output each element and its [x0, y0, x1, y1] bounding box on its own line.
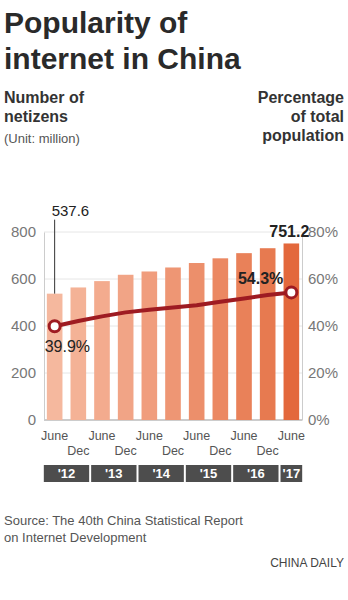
y2-tick: 0% — [302, 411, 330, 428]
year-label: '14 — [152, 466, 170, 481]
year-box — [91, 465, 136, 482]
text-line: on Internet Development — [4, 530, 147, 545]
year-box — [138, 465, 183, 482]
y-tick-label: 200 — [11, 364, 36, 381]
y2-tick: 40% — [302, 317, 338, 334]
x-tick-label: Dec — [67, 444, 89, 458]
bar — [142, 271, 158, 420]
bar — [165, 267, 181, 420]
chart: Popularity ofinternet in China Number of n… — [0, 0, 348, 600]
text-line: Source: The 40th China Statistical Repor… — [4, 513, 243, 528]
y-tick-label: 800 — [11, 223, 36, 240]
x-tick-label: June — [88, 429, 115, 443]
bar — [284, 243, 300, 420]
credit: CHINA DAILY — [270, 556, 344, 570]
year-box — [281, 465, 303, 482]
y-tick-label: 400 — [11, 317, 36, 334]
y2-tick: 20% — [302, 364, 338, 381]
y2-tick-label: 60% — [308, 270, 338, 287]
text-line: netizens — [4, 108, 68, 125]
line-marker — [49, 321, 60, 332]
y2-tick-label: 20% — [308, 364, 338, 381]
y2-tick-label: 80% — [308, 223, 338, 240]
data-labels: 537.6 751.2 39.9% 54.3% — [45, 202, 310, 356]
y-tick: 0 — [28, 411, 44, 428]
year-box — [44, 465, 89, 482]
plot-area — [47, 243, 299, 420]
x-tick-label: Dec — [115, 444, 137, 458]
line — [55, 292, 292, 326]
bar-label: 751.2 — [269, 223, 309, 240]
year-label: '16 — [247, 466, 265, 481]
text-line: Popularity of — [4, 6, 188, 39]
y2-tick-label: 40% — [308, 317, 338, 334]
text-line: of total — [291, 108, 344, 125]
grid — [44, 232, 302, 420]
year-label: '15 — [200, 466, 218, 481]
grid-line — [44, 232, 302, 233]
bar — [118, 275, 134, 420]
y-tick: 200 — [11, 364, 44, 381]
y-axis-title: Number of netizens — [4, 89, 85, 125]
y2-axis-line — [302, 233, 303, 421]
x-tick-label: Dec — [209, 444, 231, 458]
year-label: '13 — [105, 466, 123, 481]
bar — [189, 263, 205, 420]
x-tick-label: Dec — [162, 444, 184, 458]
y-tick: 600 — [11, 270, 44, 287]
y2-axis-title: Percentage of total population — [258, 89, 344, 144]
year-label: '17 — [283, 466, 301, 481]
x-tick-label: Dec — [257, 444, 279, 458]
y-axis-unit: (Unit: million) — [4, 131, 80, 146]
text-line: population — [262, 127, 344, 144]
text-line: Percentage — [258, 89, 344, 106]
x-axis: JuneDecJuneDecJuneDecJuneDecJuneDecJune'… — [41, 429, 305, 482]
text-line: Number of — [4, 89, 85, 106]
title: Popularity ofinternet in China — [4, 6, 241, 75]
x-tick-label: June — [230, 429, 257, 443]
y-tick: 400 — [11, 317, 44, 334]
year-label: '12 — [58, 466, 76, 481]
line-label: 54.3% — [238, 270, 283, 287]
bar — [213, 258, 229, 420]
y-axis-line — [44, 233, 45, 421]
bar — [94, 281, 110, 420]
y-axis: 0 200 400 600 800 — [11, 223, 45, 428]
y-tick: 800 — [11, 223, 44, 240]
y-tick-label: 600 — [11, 270, 36, 287]
line-label: 39.9% — [45, 338, 90, 355]
x-tick-label: June — [183, 429, 210, 443]
y2-tick-label: 0% — [308, 411, 330, 428]
year-box — [233, 465, 278, 482]
leader-line — [54, 220, 55, 294]
text-line: internet in China — [4, 42, 241, 75]
y2-tick: 60% — [302, 270, 338, 287]
x-tick-label: June — [278, 429, 305, 443]
bar — [47, 294, 63, 420]
y-tick-label: 0 — [28, 411, 36, 428]
y2-axis: 0% 20% 40% 60% 80% — [302, 223, 338, 428]
line-marker — [286, 287, 297, 298]
bar-label: 537.6 — [52, 202, 90, 219]
x-tick-label: June — [136, 429, 163, 443]
source: Source: The 40th China Statistical Repor… — [4, 513, 243, 545]
x-tick-label: June — [41, 429, 68, 443]
year-box — [186, 465, 231, 482]
